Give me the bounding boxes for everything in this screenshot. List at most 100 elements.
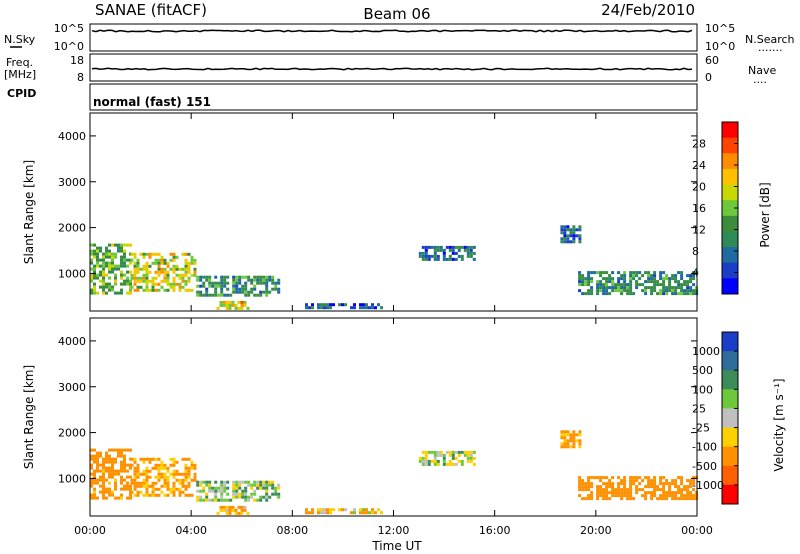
- power-echo-cell: [677, 292, 681, 296]
- power-echo-cell: [623, 289, 627, 293]
- power-echo-cell: [157, 273, 161, 277]
- power-echo-cell: [123, 273, 126, 277]
- power-echo-cell: [190, 288, 194, 292]
- velocity-echo-cell: [225, 511, 229, 515]
- velocity-echo-cell: [202, 480, 206, 484]
- velocity-echo-cell: [599, 479, 603, 483]
- power-echo-cell: [265, 293, 269, 297]
- power-echo-cell: [133, 252, 137, 256]
- velocity-echo-cell: [108, 472, 111, 476]
- velocity-echo-cell: [175, 487, 179, 491]
- power-echo-cell: [662, 292, 666, 296]
- power-echo-cell: [223, 275, 227, 279]
- power-echo-cell: [623, 286, 627, 290]
- power-echo-cell: [108, 249, 111, 253]
- power-echo-cell: [572, 231, 576, 235]
- power-echo-cell: [344, 303, 347, 307]
- power-echo-cell: [277, 278, 281, 282]
- velocity-echo-cell: [105, 478, 108, 482]
- power-echo-cell: [617, 280, 621, 284]
- power-echo-cell: [90, 267, 93, 271]
- velocity-echo-cell: [671, 494, 675, 498]
- power-echo-cell: [689, 274, 693, 278]
- velocity-echo-cell: [433, 459, 437, 463]
- power-echo-cell: [211, 293, 215, 297]
- power-echo-cell: [320, 306, 323, 310]
- power-echo-cell: [114, 243, 117, 247]
- power-echo-cell: [602, 271, 606, 275]
- power-echo-cell: [154, 276, 158, 280]
- power-echo-cell: [674, 292, 678, 296]
- power-echo-cell: [235, 281, 239, 285]
- beam-title: Beam 06: [363, 5, 430, 23]
- velocity-echo-cell: [184, 484, 188, 488]
- velocity-echo-cell: [235, 486, 239, 490]
- power-echo-cell: [659, 289, 663, 293]
- velocity-echo-cell: [665, 497, 669, 501]
- power-echo-cell: [108, 255, 111, 259]
- velocity-echo-cell: [590, 485, 594, 489]
- velocity-echo-cell: [226, 498, 230, 502]
- power-echo-cell: [105, 282, 108, 286]
- velocity-echo-cell: [232, 480, 236, 484]
- velocity-echo-cell: [223, 480, 227, 484]
- power-echo-cell: [454, 251, 458, 255]
- velocity-echo-cell: [211, 489, 215, 493]
- power-echo-cell: [163, 273, 167, 277]
- power-echo-cell: [359, 303, 362, 307]
- velocity-echo-cell: [105, 454, 108, 458]
- velocity-echo-cell: [238, 495, 242, 499]
- power-echo-cell: [244, 287, 248, 291]
- power-colorbar-label: Power [dB]: [758, 182, 772, 247]
- power-echo-cell: [326, 303, 329, 307]
- velocity-echo-cell: [584, 497, 588, 501]
- velocity-echo-cell: [166, 469, 170, 473]
- power-echo-cell: [671, 274, 675, 278]
- velocity-echo-cell: [427, 462, 431, 466]
- nsky-label: N.Sky: [4, 33, 36, 46]
- power-echo-cell: [466, 248, 470, 252]
- power-echo-cell: [469, 248, 473, 252]
- power-echo-cell: [238, 287, 242, 291]
- power-echo-cell: [145, 267, 149, 271]
- velocity-echo-cell: [563, 433, 567, 437]
- velocity-echo-cell: [142, 484, 146, 488]
- power-echo-cell: [181, 267, 185, 271]
- power-echo-cell: [108, 243, 111, 247]
- power-echo-cell: [126, 243, 129, 247]
- power-echo-cell: [268, 275, 272, 279]
- power-echo-cell: [305, 306, 308, 310]
- velocity-echo-cell: [145, 475, 149, 479]
- velocity-echo-cell: [572, 433, 576, 437]
- power-echo-cell: [647, 286, 651, 290]
- power-echo-cell: [184, 279, 188, 283]
- power-echo-cell: [136, 261, 140, 265]
- power-echo-cell: [439, 248, 443, 252]
- power-echo-cell: [620, 289, 624, 293]
- velocity-echo-cell: [99, 469, 102, 473]
- velocity-echo-cell: [99, 451, 102, 455]
- velocity-echo-cell: [668, 494, 672, 498]
- velocity-echo-cell: [572, 439, 576, 443]
- velocity-echo-cell: [160, 463, 164, 467]
- velocity-echo-cell: [220, 489, 224, 493]
- velocity-echo-cell: [244, 492, 248, 496]
- power-echo-cell: [374, 306, 377, 310]
- nsky-panel: N.Sky 10^5 10^0 10^5 10^0 N.Search .....…: [4, 22, 795, 54]
- power-echo-cell: [234, 303, 238, 307]
- power-echo-cell: [111, 255, 114, 259]
- power-echo-cell: [148, 279, 152, 283]
- velocity-echo-cell: [105, 469, 108, 473]
- velocity-echo-cell: [578, 445, 582, 449]
- power-echo-cell: [142, 255, 146, 259]
- power-echo-cell: [590, 292, 594, 296]
- power-echo-cell: [123, 252, 126, 256]
- velocity-echo-cell: [650, 482, 654, 486]
- velocity-echo-cell: [163, 466, 167, 470]
- velocity-echo-cell: [341, 508, 344, 512]
- velocity-echo-cell: [653, 476, 657, 480]
- velocity-echo-cell: [677, 488, 681, 492]
- power-echo-cell: [181, 276, 185, 280]
- power-echo-cell: [256, 275, 260, 279]
